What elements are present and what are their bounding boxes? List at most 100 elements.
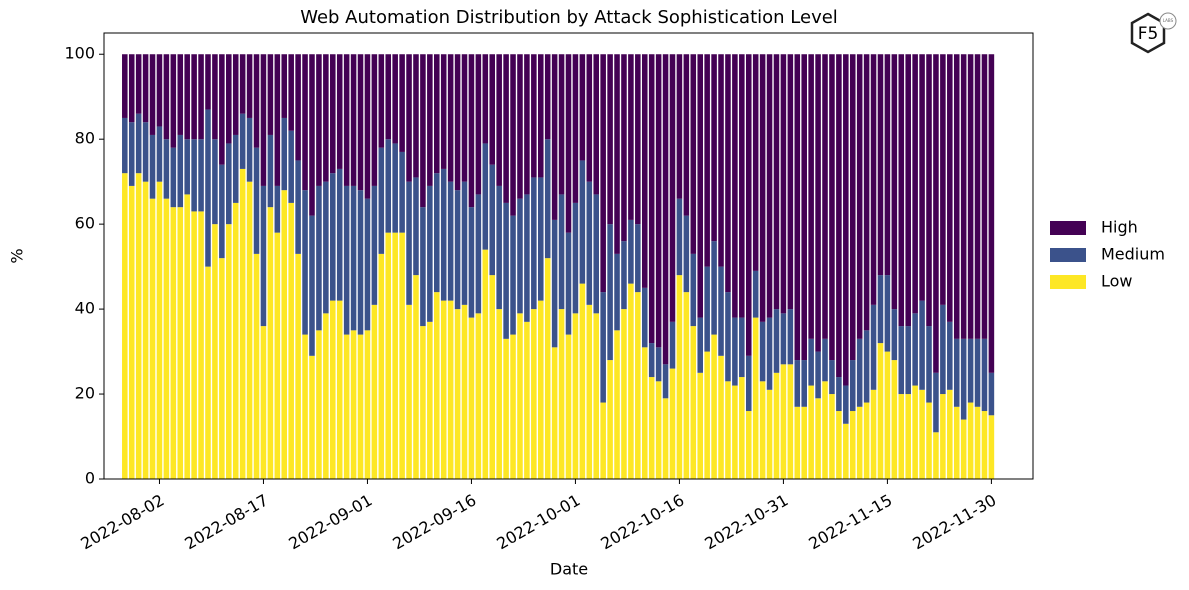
- bar-segment: [420, 54, 426, 208]
- bar-segment: [794, 406, 801, 479]
- bar-segment: [905, 54, 911, 327]
- bar-segment: [787, 364, 794, 479]
- bar-segment: [177, 207, 184, 479]
- bar-segment: [947, 321, 953, 390]
- y-tick-label: 40: [75, 299, 95, 318]
- bar-segment: [232, 202, 239, 479]
- bar-segment: [551, 347, 558, 479]
- bar-segment: [198, 211, 204, 479]
- bar-segment: [628, 54, 634, 220]
- bar-segment: [239, 113, 246, 169]
- bar-segment: [378, 147, 385, 254]
- bar-segment: [392, 232, 398, 479]
- legend-label: Low: [1101, 272, 1133, 291]
- bar-segment: [586, 181, 593, 305]
- bar-segment: [482, 54, 489, 144]
- bar-segment: [212, 54, 218, 140]
- bar-segment: [655, 347, 662, 382]
- bar-segment: [967, 54, 974, 339]
- bar-segment: [378, 253, 385, 479]
- bar-segment: [260, 185, 267, 327]
- bar-segment: [447, 300, 454, 479]
- bar-segment: [898, 54, 905, 327]
- bar-segment: [468, 317, 475, 479]
- bar-segment: [690, 54, 697, 254]
- bar-segment: [704, 351, 710, 479]
- bar-segment: [295, 253, 301, 479]
- bar-segment: [891, 54, 898, 310]
- bar-segment: [128, 122, 135, 186]
- bar-segment: [184, 139, 190, 195]
- bar-segment: [302, 334, 308, 479]
- bar-segment: [953, 406, 960, 479]
- x-tick-label: 2022-11-15: [805, 490, 895, 553]
- bar-segment: [974, 54, 981, 339]
- bar-segment: [829, 54, 835, 361]
- bar-segment: [309, 54, 315, 216]
- bar-segment: [662, 398, 669, 479]
- bar-segment: [856, 406, 863, 479]
- bar-segment: [558, 309, 565, 479]
- bar-segment: [302, 54, 308, 191]
- bar-segment: [856, 54, 863, 339]
- bar-segment: [884, 54, 891, 276]
- bar-segment: [662, 364, 669, 399]
- bar-segment: [440, 54, 447, 169]
- bar-segment: [905, 326, 911, 395]
- bar-segment: [177, 134, 184, 208]
- bar-segment: [676, 198, 683, 276]
- bar-segment: [787, 54, 794, 310]
- bar-segment: [357, 190, 364, 335]
- bar-segment: [953, 338, 960, 407]
- logo-sub: LABS: [1163, 18, 1174, 23]
- bar-segment: [135, 54, 142, 114]
- bar-segment: [697, 372, 703, 479]
- bar-segment: [503, 202, 509, 339]
- bar-segment: [780, 54, 787, 314]
- bar-segment: [295, 160, 301, 254]
- bar-segment: [163, 198, 170, 479]
- bar-segment: [385, 54, 392, 140]
- bar-segment: [919, 389, 925, 479]
- bar-segment: [648, 343, 655, 378]
- bar-segment: [544, 258, 551, 479]
- x-tick-label: 2022-08-02: [77, 490, 167, 553]
- y-axis-label: %: [8, 248, 27, 263]
- bar-segment: [253, 147, 260, 254]
- bar-segment: [697, 317, 703, 373]
- bar-segment: [475, 194, 482, 314]
- bar-segment: [607, 360, 613, 479]
- bar-segment: [614, 54, 620, 254]
- bar-segment: [725, 292, 731, 382]
- bar-segment: [732, 54, 738, 318]
- bar-segment: [122, 117, 128, 174]
- bar-segment: [399, 232, 405, 479]
- bar-segment: [607, 54, 613, 225]
- bar-segment: [919, 300, 925, 390]
- bar-segment: [461, 304, 468, 479]
- x-tick-label: 2022-09-01: [285, 490, 375, 553]
- bar-segment: [766, 389, 773, 479]
- bar-segment: [392, 54, 398, 144]
- bar-segment: [420, 326, 426, 479]
- bar-segment: [725, 381, 731, 479]
- bar-segment: [940, 54, 946, 305]
- bar-segment: [232, 134, 239, 203]
- chart-title: Web Automation Distribution by Attack So…: [300, 7, 838, 28]
- bar-segment: [128, 185, 135, 479]
- bar-segment: [537, 177, 544, 301]
- bar-segment: [427, 54, 433, 186]
- bar-segment: [253, 253, 260, 479]
- bar-segment: [836, 411, 842, 479]
- bar-segment: [759, 321, 766, 382]
- bar-segment: [288, 130, 294, 203]
- bar-segment: [953, 54, 960, 339]
- bar-segment: [371, 54, 378, 186]
- bar-segment: [780, 364, 787, 479]
- bar-segment: [142, 122, 149, 182]
- bar-segment: [676, 54, 683, 199]
- bar-segment: [718, 355, 724, 479]
- bar-segment: [517, 54, 523, 199]
- bar-segment: [330, 300, 336, 479]
